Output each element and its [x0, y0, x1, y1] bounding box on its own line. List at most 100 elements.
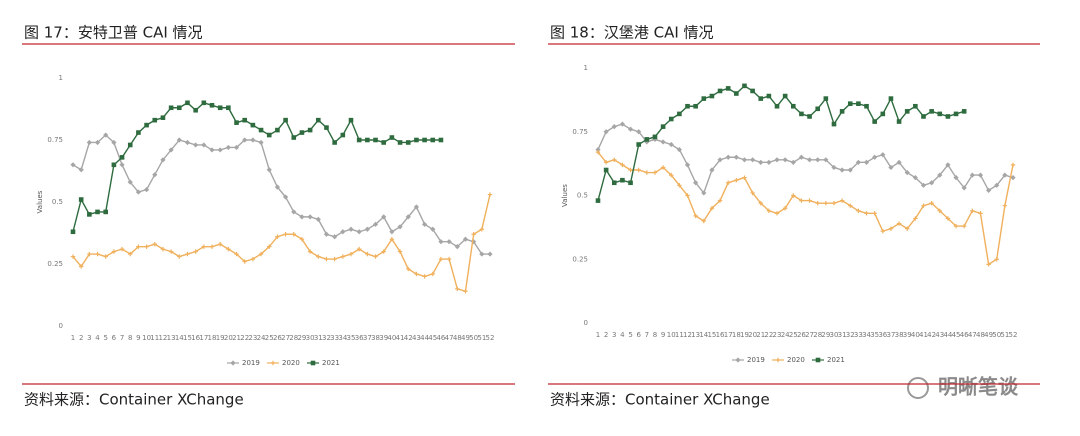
marker — [798, 154, 805, 160]
marker — [611, 180, 617, 186]
marker — [725, 154, 731, 160]
marker — [193, 249, 198, 254]
marker — [725, 86, 731, 91]
marker — [595, 198, 601, 203]
marker — [735, 357, 741, 363]
marker — [872, 154, 878, 160]
marker — [660, 165, 666, 170]
marker — [896, 159, 902, 165]
x-tick-label: 5 — [628, 331, 632, 339]
marker — [225, 144, 231, 151]
marker — [422, 137, 427, 143]
marker — [87, 212, 92, 217]
marker — [709, 206, 715, 211]
x-tick-label: 24 — [257, 334, 266, 342]
marker — [405, 214, 411, 220]
x-tick-label: 6 — [636, 331, 641, 339]
marker — [945, 162, 951, 168]
marker — [750, 88, 755, 94]
marker — [111, 139, 117, 146]
x-tick-label: 24 — [781, 331, 790, 339]
marker — [823, 200, 829, 206]
marker — [953, 223, 959, 229]
x-tick-label: 16 — [716, 331, 725, 339]
marker — [766, 208, 772, 213]
marker — [299, 214, 305, 220]
marker — [709, 93, 715, 99]
x-tick-label: 32 — [846, 331, 855, 339]
marker — [389, 237, 395, 242]
marker — [595, 149, 601, 155]
marker — [652, 134, 658, 140]
marker — [160, 115, 166, 120]
x-tick-label: 30 — [306, 334, 315, 342]
x-tick-label: 1 — [71, 334, 75, 342]
marker — [896, 221, 902, 226]
marker — [660, 139, 666, 145]
marker — [381, 140, 387, 145]
marker — [969, 172, 975, 178]
x-tick-label: 17 — [199, 334, 208, 342]
marker — [636, 167, 641, 173]
marker — [864, 103, 869, 109]
marker — [790, 103, 796, 109]
x-tick-label: 27 — [805, 331, 814, 339]
x-tick-label: 37 — [886, 331, 895, 339]
legend-label: 2021 — [322, 359, 340, 367]
y-tick-label: 0.5 — [577, 192, 588, 200]
marker — [332, 140, 337, 145]
marker — [332, 234, 338, 240]
marker — [888, 226, 894, 231]
marker — [644, 170, 650, 175]
marker — [258, 139, 264, 146]
marker — [937, 172, 943, 178]
marker — [961, 109, 967, 114]
marker — [863, 159, 870, 165]
marker — [275, 234, 280, 239]
marker — [619, 121, 626, 127]
marker — [119, 246, 125, 252]
marker — [446, 239, 452, 245]
marker — [160, 157, 166, 163]
marker — [945, 216, 951, 221]
marker — [103, 132, 109, 138]
marker — [119, 162, 125, 168]
marker — [905, 226, 910, 231]
marker — [774, 211, 780, 216]
series-line — [72, 134, 490, 255]
marker — [78, 167, 84, 173]
marker — [799, 111, 804, 117]
marker — [603, 160, 609, 165]
x-tick-label: 43 — [935, 331, 944, 339]
marker — [1010, 175, 1016, 181]
chart-title: 图 18：汉堡港 CAI 情况 — [550, 24, 714, 42]
marker — [201, 244, 207, 249]
marker — [258, 127, 264, 133]
marker — [176, 137, 182, 143]
marker — [758, 96, 764, 101]
marker — [307, 214, 313, 220]
marker — [644, 137, 650, 142]
source: 资料来源：Container XChange — [24, 391, 244, 409]
marker — [921, 203, 926, 208]
marker — [1002, 172, 1008, 178]
y-tick-label: 0.25 — [572, 255, 588, 263]
marker — [193, 142, 199, 148]
marker — [152, 172, 158, 178]
marker — [176, 105, 182, 111]
x-tick-label: 33 — [854, 331, 863, 339]
marker — [111, 249, 117, 254]
marker — [242, 137, 248, 143]
marker — [283, 117, 288, 123]
x-tick-label: 3 — [612, 331, 616, 339]
marker — [766, 93, 772, 99]
marker — [668, 141, 674, 148]
marker — [185, 251, 190, 257]
marker — [693, 103, 698, 109]
marker — [397, 224, 403, 230]
marker — [864, 211, 869, 216]
marker — [970, 208, 975, 213]
marker — [340, 132, 346, 138]
marker — [815, 157, 821, 163]
